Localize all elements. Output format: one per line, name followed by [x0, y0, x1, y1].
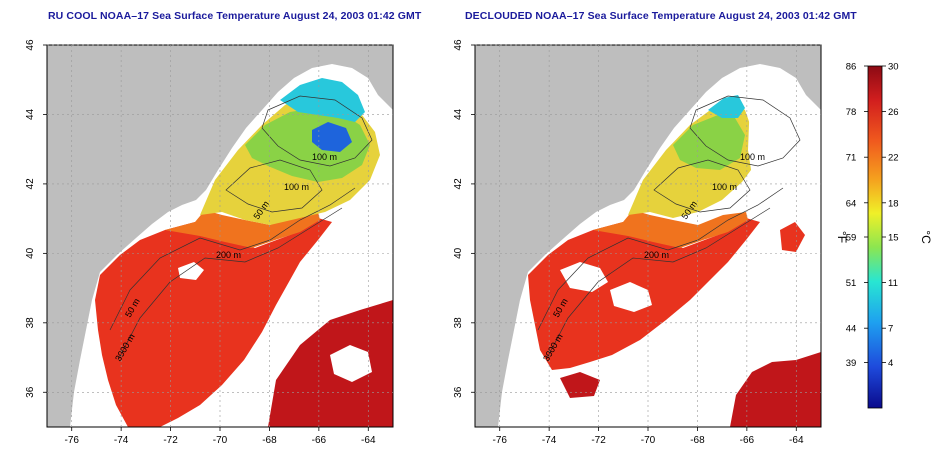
- latitude-tick-label: 44: [453, 108, 464, 120]
- colorbar-gradient: [867, 65, 883, 409]
- latitude-tick-label: 46: [25, 39, 36, 51]
- latitude-tick-label: 42: [453, 178, 464, 190]
- celsius-tick-label: 15: [888, 233, 899, 244]
- isobath-contour: [225, 159, 323, 213]
- longitude-axis: -76 -74 -72 -70 -68 -66 -64: [492, 427, 804, 446]
- latitude-tick-label: 38: [453, 317, 464, 329]
- fahrenheit-scale: 86 78 71 64 59 51 44 39: [846, 62, 868, 369]
- celsius-tick-label: 11: [888, 278, 898, 289]
- celsius-tick-label: 4: [888, 358, 893, 369]
- celsius-unit-label: °C: [919, 230, 933, 244]
- isobath-contour: [261, 95, 373, 167]
- longitude-tick-label: -70: [213, 435, 228, 446]
- fahrenheit-tick-label: 44: [846, 324, 857, 335]
- celsius-tick-label: 18: [888, 198, 899, 209]
- temperature-colorbar: 86 78 71 64 59 51 44 39 30 26 22 18 15 11 7 4 °F °C: [835, 62, 933, 409]
- contour-label: 100 m: [740, 152, 765, 162]
- longitude-tick-label: -76: [64, 435, 79, 446]
- contour-label: 200 m: [644, 250, 669, 260]
- shelf-water-orange: [593, 210, 748, 248]
- latitude-tick-label: 36: [453, 386, 464, 398]
- isobath-contour: [109, 187, 356, 331]
- longitude-tick-label: -64: [789, 435, 804, 446]
- latitude-tick-label: 40: [453, 247, 464, 259]
- left-panel-title: RU COOL NOAA–17 Sea Surface Temperature …: [48, 10, 422, 22]
- latitude-tick-label: 36: [25, 386, 36, 398]
- lat-lon-grid: [47, 44, 393, 427]
- cloud-patch: [300, 238, 393, 330]
- fahrenheit-tick-label: 86: [846, 62, 857, 73]
- isobath-contour: [689, 95, 801, 167]
- fahrenheit-tick-label: 59: [846, 233, 857, 244]
- fahrenheit-unit-label: °F: [835, 231, 849, 243]
- cloud-patch: [178, 262, 204, 280]
- latitude-tick-label: 38: [25, 317, 36, 329]
- cold-water-blue: [312, 122, 352, 152]
- hot-water: [268, 300, 393, 427]
- isobath-contour: [653, 159, 751, 213]
- longitude-tick-label: -70: [641, 435, 656, 446]
- contour-label: 100 m: [284, 182, 309, 192]
- fahrenheit-tick-label: 78: [846, 107, 857, 118]
- longitude-tick-label: -76: [492, 435, 507, 446]
- cold-water-cyan: [280, 78, 365, 122]
- contour-label: 100 m: [712, 182, 737, 192]
- declouded-sst-map: 100 m 100 m 50 m 200 m 50 m 3000 m -76 -7…: [453, 39, 822, 446]
- celsius-tick-label: 26: [888, 107, 899, 118]
- right-panel-title: DECLOUDED NOAA–17 Sea Surface Temperatur…: [465, 10, 857, 22]
- latitude-tick-label: 40: [25, 247, 36, 259]
- longitude-tick-label: -68: [262, 435, 277, 446]
- celsius-tick-label: 22: [888, 153, 899, 164]
- latitude-axis: 46 44 42 40 38 36: [453, 39, 475, 398]
- fahrenheit-tick-label: 64: [846, 198, 857, 209]
- celsius-tick-label: 7: [888, 324, 893, 335]
- isobath-contour: [537, 187, 784, 331]
- warm-water-patch: [780, 222, 805, 252]
- latitude-tick-label: 42: [25, 178, 36, 190]
- land-mass: [475, 45, 821, 427]
- celsius-tick-label: 30: [888, 62, 899, 73]
- lat-lon-grid: [475, 44, 821, 427]
- isobath-contour: [117, 207, 343, 361]
- longitude-tick-label: -72: [591, 435, 606, 446]
- land-mass: [47, 45, 393, 427]
- shelf-water-orange: [165, 210, 320, 248]
- cloud-patch: [330, 345, 372, 382]
- hot-water: [560, 372, 600, 398]
- isobath-contour: [545, 207, 771, 361]
- celsius-scale: 30 26 22 18 15 11 7 4: [882, 62, 899, 369]
- longitude-tick-label: -68: [690, 435, 705, 446]
- raw-sst-map: 100 m 100 m 50 m 200 m 50 m 3000 m -76 -7…: [25, 39, 394, 446]
- latitude-tick-label: 44: [25, 108, 36, 120]
- longitude-tick-label: -72: [163, 435, 178, 446]
- hot-water: [730, 352, 821, 427]
- longitude-axis: -76 -74 -72 -70 -68 -66 -64: [64, 427, 376, 446]
- warm-water: [95, 218, 332, 427]
- fahrenheit-tick-label: 39: [846, 358, 857, 369]
- longitude-tick-label: -74: [542, 435, 557, 446]
- contour-label: 200 m: [216, 250, 241, 260]
- latitude-tick-label: 46: [453, 39, 464, 51]
- cold-water-cyan: [708, 95, 745, 118]
- longitude-tick-label: -66: [740, 435, 755, 446]
- longitude-tick-label: -74: [114, 435, 129, 446]
- longitude-tick-label: -66: [312, 435, 327, 446]
- contour-label: 100 m: [312, 152, 337, 162]
- cloud-gap: [610, 282, 652, 312]
- fahrenheit-tick-label: 51: [846, 278, 857, 289]
- fahrenheit-tick-label: 71: [846, 153, 857, 164]
- longitude-tick-label: -64: [361, 435, 376, 446]
- latitude-axis: 46 44 42 40 38 36: [25, 39, 47, 398]
